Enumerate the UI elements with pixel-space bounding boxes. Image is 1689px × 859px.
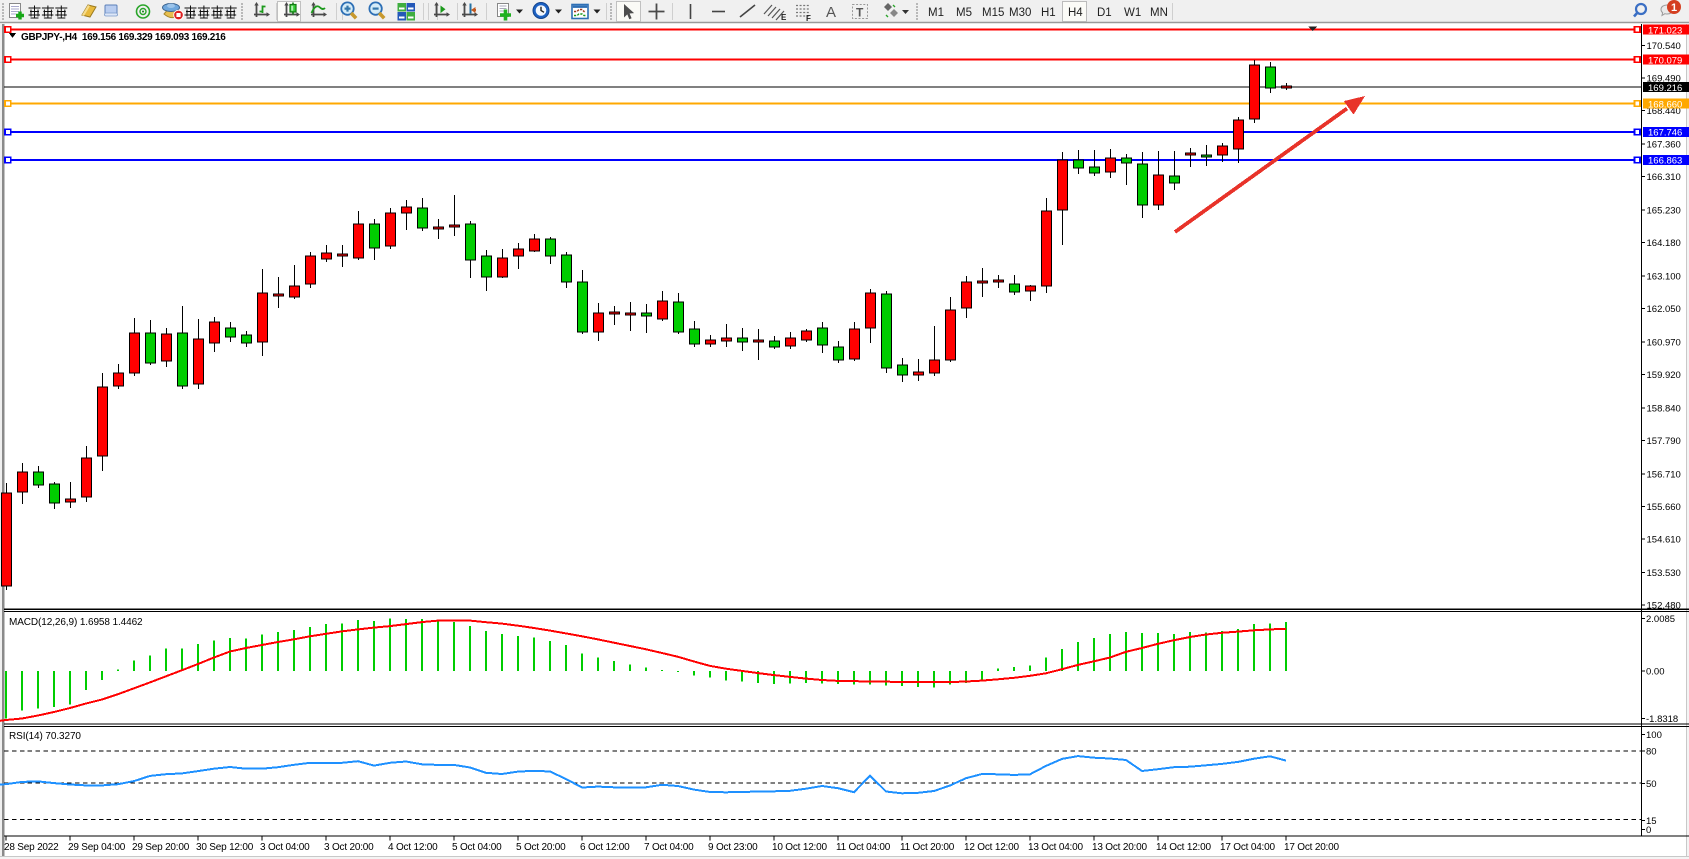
svg-text:100: 100 (1646, 730, 1662, 741)
svg-text:4 Oct 12:00: 4 Oct 12:00 (388, 842, 438, 853)
svg-text:167.746: 167.746 (1648, 128, 1682, 139)
svg-text:-1.8318: -1.8318 (1646, 714, 1678, 725)
svg-text:160.970: 160.970 (1647, 338, 1681, 349)
svg-text:MN: MN (1150, 7, 1168, 19)
svg-text:M1: M1 (928, 7, 944, 19)
svg-text:163.100: 163.100 (1647, 272, 1681, 283)
svg-text:1: 1 (1671, 2, 1677, 14)
svg-text:17 Oct 20:00: 17 Oct 20:00 (1284, 842, 1339, 853)
svg-text:MACD(12,26,9) 1.6958 1.4462: MACD(12,26,9) 1.6958 1.4462 (9, 617, 143, 628)
svg-text:M5: M5 (956, 7, 972, 19)
svg-text:80: 80 (1646, 747, 1657, 758)
svg-text:A: A (826, 4, 836, 21)
svg-text:153.530: 153.530 (1647, 568, 1681, 579)
svg-text:7 Oct 04:00: 7 Oct 04:00 (644, 842, 694, 853)
svg-text:154.610: 154.610 (1647, 535, 1681, 546)
svg-text:13 Oct 04:00: 13 Oct 04:00 (1028, 842, 1083, 853)
svg-text:29 Sep 04:00: 29 Sep 04:00 (68, 842, 126, 853)
svg-text:RSI(14) 70.3270: RSI(14) 70.3270 (9, 731, 81, 742)
svg-text:170.079: 170.079 (1648, 55, 1682, 66)
svg-text:E: E (781, 13, 787, 22)
svg-text:162.050: 162.050 (1647, 304, 1681, 315)
svg-text:0: 0 (1646, 825, 1651, 836)
svg-text:169.216: 169.216 (1648, 83, 1682, 94)
svg-text:11 Oct 20:00: 11 Oct 20:00 (900, 842, 955, 853)
svg-text:5 Oct 04:00: 5 Oct 04:00 (452, 842, 502, 853)
svg-text:T: T (856, 6, 864, 20)
svg-text:158.840: 158.840 (1647, 404, 1681, 415)
svg-text:30 Sep 12:00: 30 Sep 12:00 (196, 842, 254, 853)
svg-text:5 Oct 20:00: 5 Oct 20:00 (516, 842, 566, 853)
svg-text:H1: H1 (1041, 7, 1056, 19)
svg-text:10 Oct 12:00: 10 Oct 12:00 (772, 842, 827, 853)
svg-text:17 Oct 04:00: 17 Oct 04:00 (1220, 842, 1275, 853)
svg-text:11 Oct 04:00: 11 Oct 04:00 (836, 842, 891, 853)
svg-text:170.540: 170.540 (1647, 41, 1681, 52)
svg-text:50: 50 (1646, 779, 1657, 790)
svg-text:155.660: 155.660 (1647, 502, 1681, 513)
svg-text:9 Oct 23:00: 9 Oct 23:00 (708, 842, 758, 853)
svg-text:166.863: 166.863 (1648, 156, 1682, 167)
svg-text:W1: W1 (1124, 7, 1141, 19)
svg-text:159.920: 159.920 (1647, 370, 1681, 381)
svg-text:164.180: 164.180 (1647, 238, 1681, 249)
svg-text:13 Oct 20:00: 13 Oct 20:00 (1092, 842, 1147, 853)
svg-text:3 Oct 04:00: 3 Oct 04:00 (260, 842, 310, 853)
svg-text:M15: M15 (982, 7, 1004, 19)
svg-text:6 Oct 12:00: 6 Oct 12:00 (580, 842, 630, 853)
svg-text:168.440: 168.440 (1647, 106, 1681, 117)
svg-text:H4: H4 (1068, 7, 1083, 19)
svg-text:F: F (806, 14, 811, 23)
svg-text:157.790: 157.790 (1647, 436, 1681, 447)
svg-text:2.0085: 2.0085 (1646, 614, 1675, 625)
svg-text:28 Sep 2022: 28 Sep 2022 (4, 842, 59, 853)
svg-text:171.023: 171.023 (1648, 25, 1682, 36)
svg-text:165.230: 165.230 (1647, 205, 1681, 216)
svg-text:156.710: 156.710 (1647, 470, 1681, 481)
svg-text:29 Sep 20:00: 29 Sep 20:00 (132, 842, 190, 853)
svg-text:167.360: 167.360 (1647, 139, 1681, 150)
svg-text:15: 15 (1646, 816, 1657, 827)
svg-text:166.310: 166.310 (1647, 172, 1681, 183)
svg-text:12 Oct 12:00: 12 Oct 12:00 (964, 842, 1019, 853)
svg-text:D1: D1 (1097, 7, 1112, 19)
svg-text:14 Oct 12:00: 14 Oct 12:00 (1156, 842, 1211, 853)
svg-text:3 Oct 20:00: 3 Oct 20:00 (324, 842, 374, 853)
svg-text:M30: M30 (1009, 7, 1031, 19)
svg-text:168.660: 168.660 (1648, 99, 1682, 110)
svg-text:152.480: 152.480 (1647, 601, 1681, 612)
svg-text:169.490: 169.490 (1647, 73, 1681, 84)
svg-text:GBPJPY-,H4 169.156 169.329 16: GBPJPY-,H4 169.156 169.329 169.093 169.2… (21, 32, 226, 43)
svg-text:0.00: 0.00 (1646, 667, 1665, 678)
